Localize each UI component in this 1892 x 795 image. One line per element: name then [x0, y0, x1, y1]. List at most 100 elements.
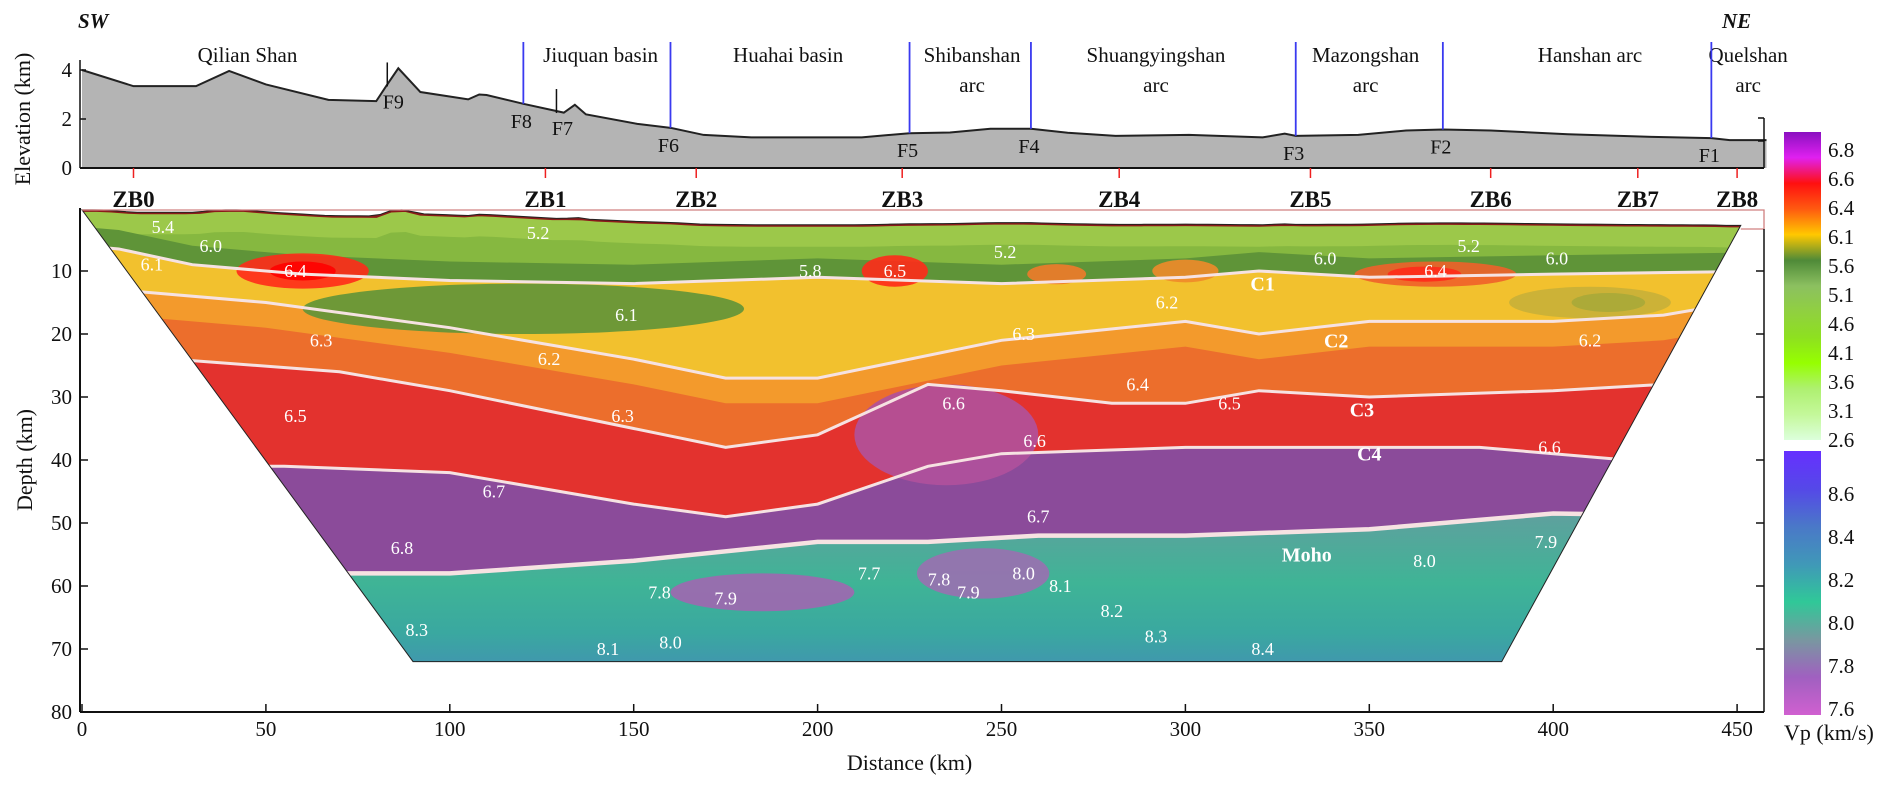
depth-tick-label: 80 [51, 700, 72, 724]
station-label: ZB1 [524, 187, 566, 212]
region-label: Shibanshan [924, 43, 1021, 67]
region-label: Shuangyingshan [1087, 43, 1226, 67]
region-label: Huahai basin [733, 43, 844, 67]
velocity-label: 6.3 [310, 330, 333, 350]
velocity-label: 8.1 [597, 639, 620, 659]
station-label: ZB8 [1716, 187, 1758, 212]
velocity-anomaly [670, 573, 855, 612]
station-label: ZB6 [1470, 187, 1512, 212]
colorbar-lower-tick: 8.4 [1828, 525, 1855, 549]
fault-label: F6 [658, 135, 679, 157]
fault-label: F4 [1018, 136, 1039, 158]
fault-label: F1 [1699, 145, 1720, 167]
colorbar-label: Vp (km/s) [1784, 720, 1874, 745]
velocity-label: 7.9 [957, 582, 980, 602]
velocity-label: 6.0 [1546, 248, 1569, 268]
station-label: ZB7 [1617, 187, 1659, 212]
velocity-label: 6.5 [1218, 393, 1241, 413]
depth-tick-label: 40 [51, 448, 72, 472]
colorbar-upper-tick: 6.1 [1828, 225, 1854, 249]
velocity-label: 7.9 [714, 589, 737, 609]
model-outline [81, 209, 1742, 663]
direction-label-ne: NE [1721, 9, 1751, 33]
distance-tick-label: 150 [618, 717, 650, 741]
velocity-label: 6.7 [483, 482, 506, 502]
colorbar-upper-tick: 2.6 [1828, 428, 1854, 452]
colorbar-upper-tick: 5.6 [1828, 254, 1854, 278]
distance-tick-label: 450 [1721, 717, 1753, 741]
velocity-label: 6.0 [1314, 248, 1337, 268]
distance-tick-label: 200 [802, 717, 834, 741]
colorbar-lower-tick: 8.0 [1828, 611, 1854, 635]
velocity-label: 6.7 [1027, 507, 1050, 527]
colorbar-upper-tick: 6.4 [1828, 196, 1855, 220]
velocity-label: 6.5 [884, 261, 907, 281]
velocity-label: 6.2 [1579, 330, 1602, 350]
topography-line [81, 66, 1767, 142]
colorbar-lower-tick: 7.8 [1828, 654, 1854, 678]
velocity-label: 6.4 [1424, 261, 1447, 281]
fault-label: F8 [511, 111, 532, 133]
colorbar-lower-tick: 8.6 [1828, 482, 1854, 506]
velocity-label: 6.6 [1538, 437, 1561, 457]
colorbar-lower [1784, 451, 1821, 715]
velocity-label: 5.2 [994, 242, 1017, 262]
velocity-label: 8.3 [1145, 626, 1168, 646]
fault-label: F3 [1283, 143, 1304, 165]
colorbar-upper-tick: 4.1 [1828, 341, 1854, 365]
interface-line-c1 [82, 244, 1741, 286]
layer-mantle [82, 513, 1741, 662]
interface-label: C3 [1350, 400, 1374, 422]
elevation-axis-label: Elevation (km) [10, 53, 35, 186]
velocity-label: 6.6 [942, 393, 965, 413]
interface-label: C4 [1357, 444, 1381, 466]
velocity-label: 7.7 [858, 563, 881, 583]
fault-label: F5 [897, 140, 918, 162]
elevation-tick-label: 2 [62, 107, 73, 131]
topography-fill [82, 68, 1767, 168]
depth-tick-label: 60 [51, 574, 72, 598]
velocity-label: 6.0 [199, 236, 222, 256]
colorbar-upper-tick: 4.6 [1828, 312, 1854, 336]
depth-tick-label: 30 [51, 385, 72, 409]
velocity-label: 8.2 [1101, 601, 1124, 621]
interface-label: C2 [1324, 330, 1348, 352]
velocity-label: 6.8 [391, 538, 414, 558]
velocity-label: 6.3 [1012, 324, 1035, 344]
station-label: ZB5 [1289, 187, 1331, 212]
colorbar-upper-tick: 3.6 [1828, 370, 1854, 394]
velocity-label: 6.3 [611, 406, 634, 426]
colorbar-upper-tick: 6.8 [1828, 138, 1854, 162]
model-top-frame [82, 209, 1765, 230]
region-label: Qilian Shan [198, 43, 298, 67]
fault-label: F2 [1430, 137, 1451, 159]
distance-tick-label: 400 [1537, 717, 1569, 741]
interface-line-c4 [82, 445, 1741, 519]
velocity-anomaly [916, 548, 1050, 599]
velocity-model [82, 209, 1741, 662]
depth-axes: 10 20 30 40 50 60 70 800 50 100 150 200 250 300 350 400… [12, 208, 1765, 775]
station-label: ZB0 [112, 187, 154, 212]
velocity-label: 8.3 [405, 620, 428, 640]
colorbar-lower-tick: 7.6 [1828, 697, 1854, 721]
depth-tick-label: 70 [51, 637, 72, 661]
velocity-label: 6.2 [538, 349, 561, 369]
interface-line-c2 [82, 285, 1741, 380]
colorbar-upper [1784, 132, 1821, 440]
depth-axis-label: Depth (km) [12, 409, 37, 511]
velocity-label: 8.4 [1251, 639, 1274, 659]
colorbar-lower-tick: 8.2 [1828, 568, 1854, 592]
interface-label: Moho [1282, 545, 1332, 567]
velocity-label: 8.0 [659, 633, 682, 653]
fault-label: F7 [552, 118, 573, 140]
velocity-label: 8.0 [1413, 551, 1436, 571]
elevation-tick-label: 4 [62, 58, 73, 82]
distance-tick-label: 250 [986, 717, 1018, 741]
region-label: arc [1735, 73, 1761, 97]
depth-tick-label: 20 [51, 322, 72, 346]
velocity-label: 5.2 [1457, 236, 1480, 256]
distance-tick-label: 0 [77, 717, 88, 741]
velocity-label: 6.4 [1126, 374, 1149, 394]
velocity-anomaly [302, 283, 745, 334]
